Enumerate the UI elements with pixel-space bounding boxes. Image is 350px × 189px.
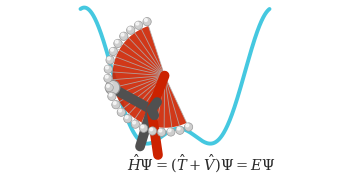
Circle shape	[112, 101, 120, 109]
Circle shape	[159, 129, 162, 132]
Circle shape	[106, 84, 110, 87]
Circle shape	[105, 75, 108, 78]
Circle shape	[167, 128, 175, 136]
Circle shape	[109, 47, 118, 56]
Circle shape	[136, 22, 139, 25]
Circle shape	[121, 33, 124, 36]
Circle shape	[177, 127, 180, 130]
Circle shape	[113, 101, 116, 105]
Circle shape	[108, 92, 116, 101]
Circle shape	[176, 126, 184, 134]
Wedge shape	[112, 26, 187, 128]
Circle shape	[128, 27, 131, 30]
Circle shape	[104, 74, 112, 83]
Circle shape	[119, 109, 121, 112]
Text: $\hat{H}\Psi = (\hat{T} + \hat{V})\Psi = E\Psi$: $\hat{H}\Psi = (\hat{T} + \hat{V})\Psi =…	[127, 154, 276, 175]
Circle shape	[145, 19, 147, 22]
Circle shape	[143, 18, 151, 26]
Circle shape	[186, 124, 189, 127]
Circle shape	[109, 93, 112, 96]
Circle shape	[124, 115, 132, 123]
Circle shape	[127, 26, 135, 34]
Circle shape	[150, 128, 153, 131]
Circle shape	[148, 127, 156, 135]
Circle shape	[184, 123, 193, 131]
Circle shape	[158, 128, 166, 136]
Circle shape	[104, 65, 112, 73]
Circle shape	[114, 39, 122, 48]
Circle shape	[120, 32, 128, 40]
Circle shape	[105, 83, 113, 92]
Circle shape	[133, 121, 135, 124]
Circle shape	[107, 57, 110, 60]
Circle shape	[134, 21, 143, 29]
Circle shape	[139, 124, 148, 132]
Circle shape	[106, 56, 114, 64]
Circle shape	[131, 120, 140, 128]
Circle shape	[111, 48, 113, 51]
Circle shape	[168, 129, 171, 132]
Circle shape	[106, 66, 108, 69]
Circle shape	[115, 40, 118, 43]
Circle shape	[125, 116, 128, 119]
Circle shape	[141, 125, 144, 128]
Circle shape	[117, 108, 125, 116]
Circle shape	[108, 83, 113, 88]
Circle shape	[105, 80, 120, 95]
